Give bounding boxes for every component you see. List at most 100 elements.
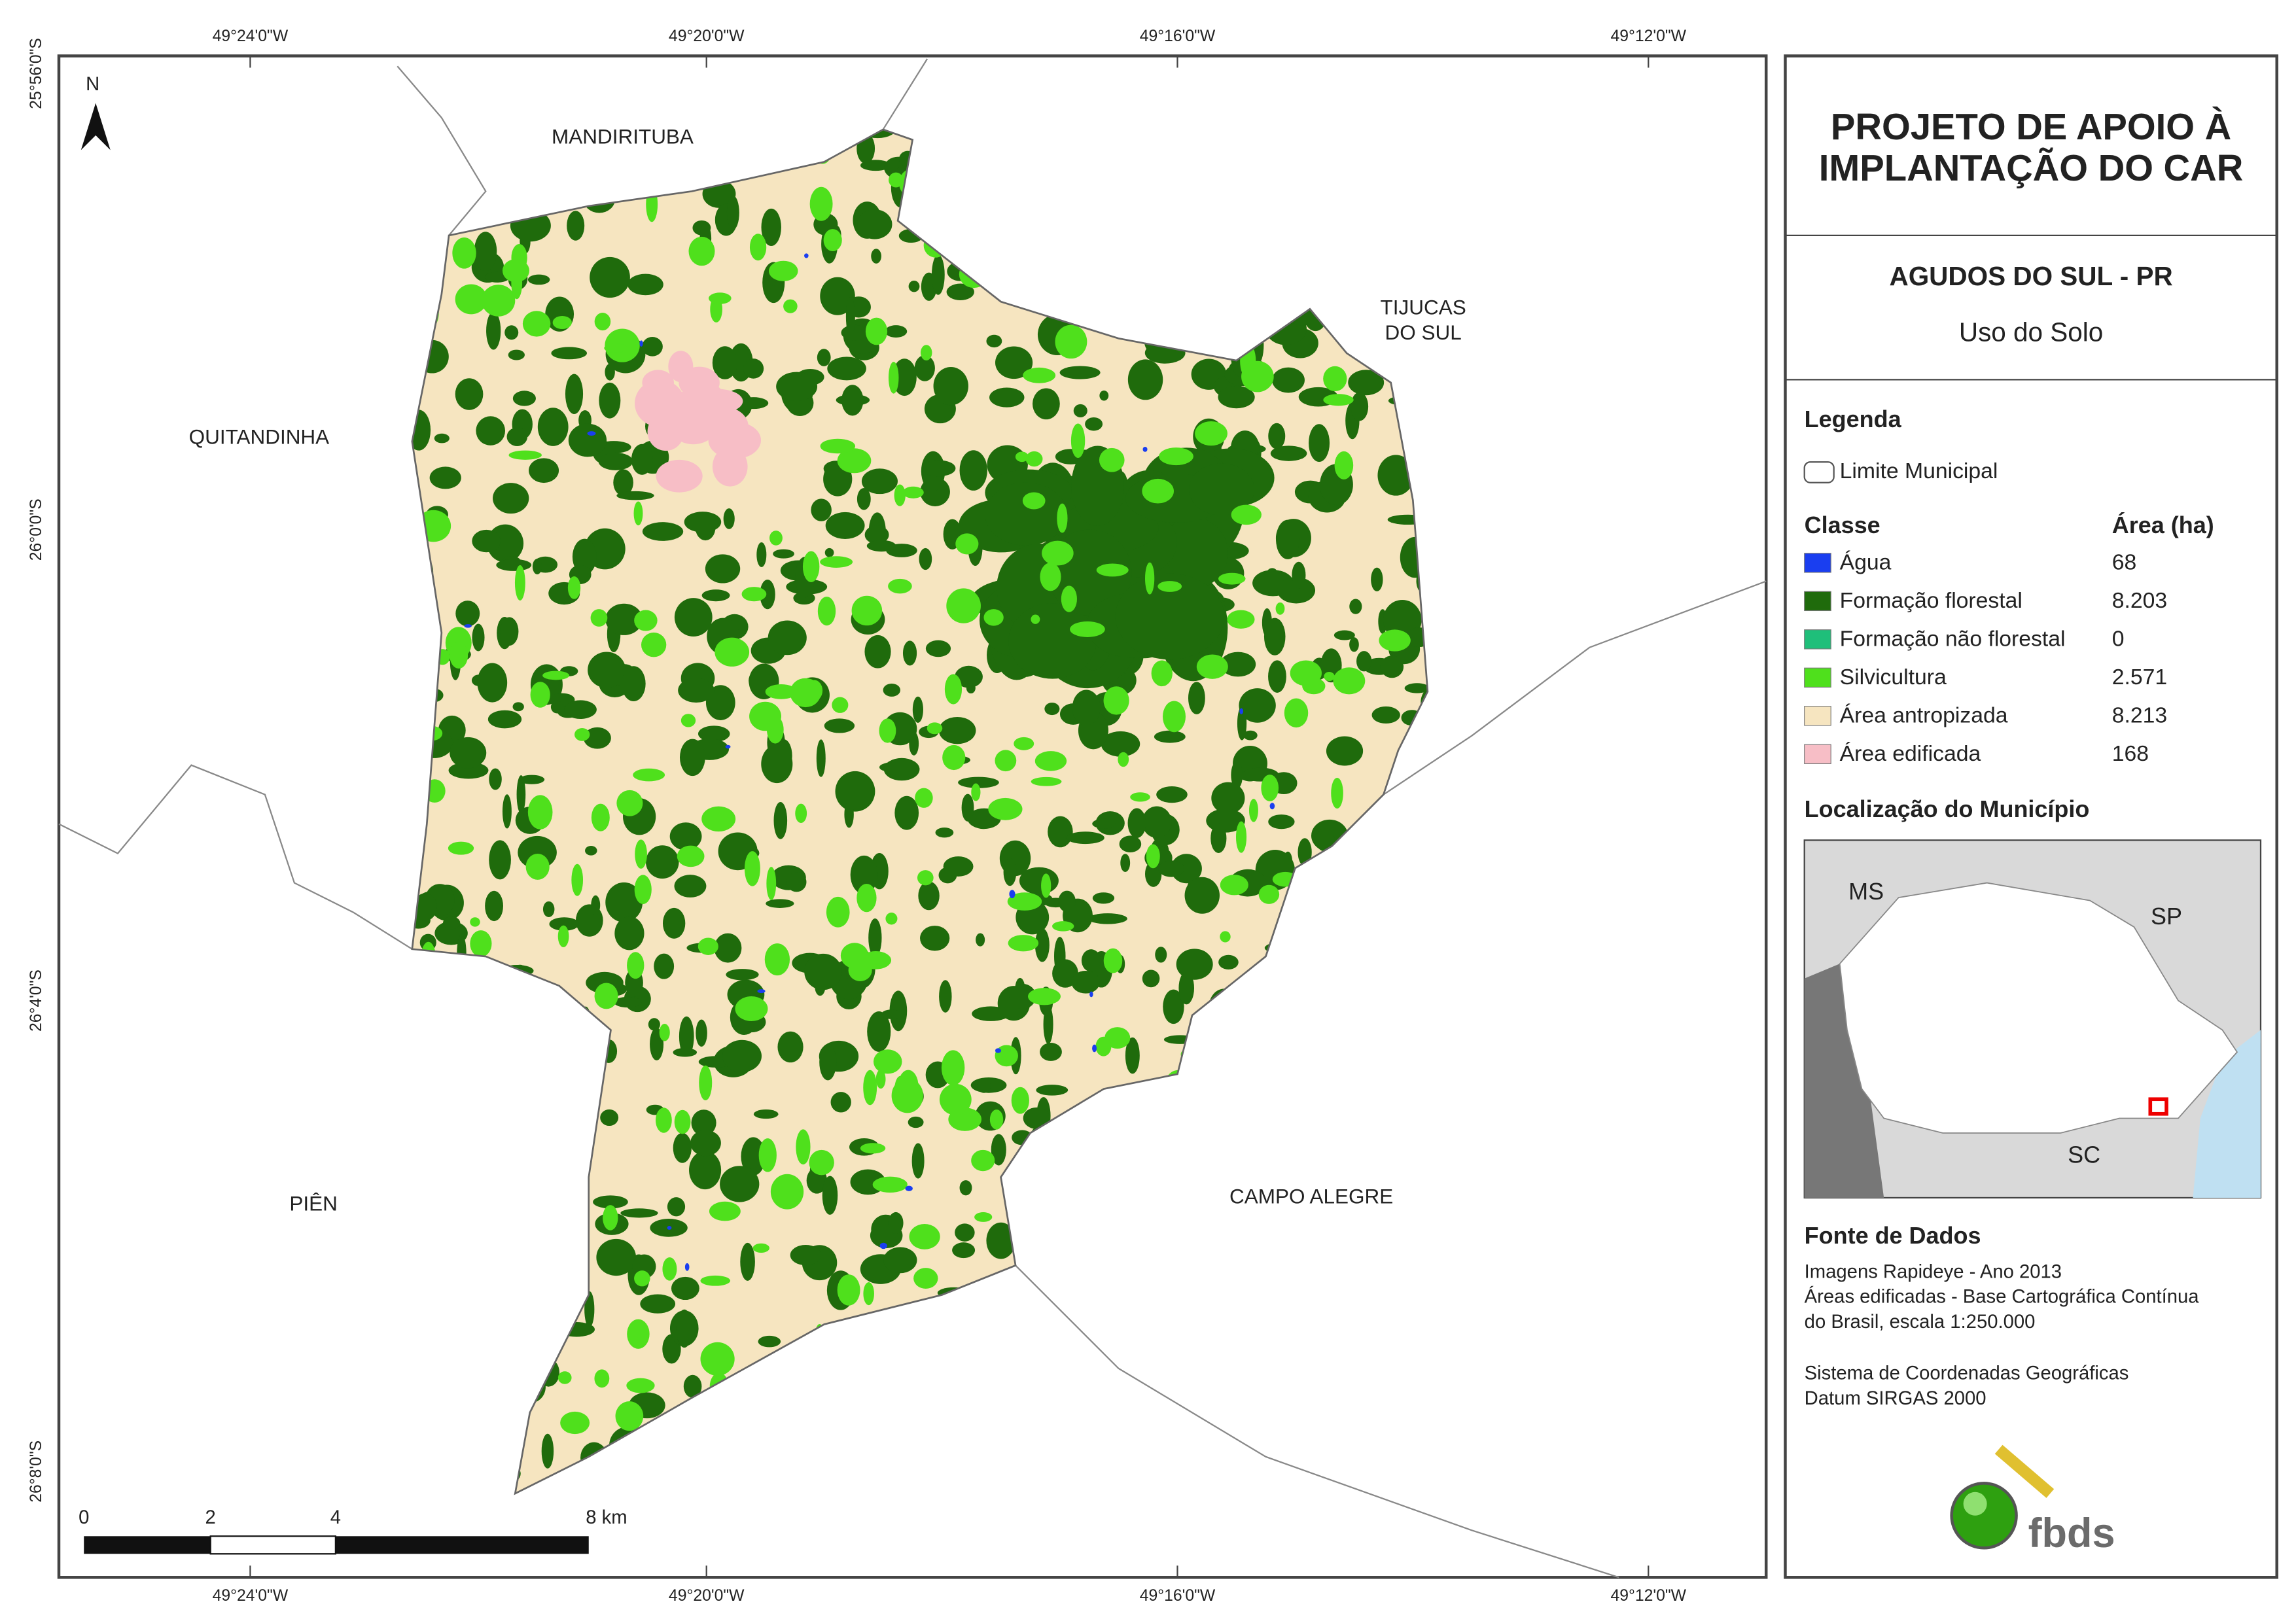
land-use-patch	[931, 254, 945, 295]
land-use-patch	[557, 1371, 572, 1384]
north-arrow: N	[80, 74, 111, 150]
land-use-patch	[482, 285, 516, 317]
land-use-patch	[684, 512, 722, 532]
land-use-patch	[443, 916, 461, 930]
land-use-patch	[640, 1294, 676, 1314]
land-use-patch	[1031, 614, 1040, 624]
land-use-patch	[1156, 786, 1188, 803]
land-use-patch	[1184, 877, 1220, 914]
land-use-patch	[927, 722, 943, 735]
land-use-patch	[983, 609, 1004, 626]
land-use-patch	[857, 488, 871, 510]
land-use-patch	[811, 498, 832, 521]
land-use-patch	[879, 718, 896, 743]
land-use-patch	[986, 334, 1002, 348]
land-use-patch	[1324, 672, 1335, 681]
land-use-patch	[527, 795, 553, 829]
land-use-patch	[594, 983, 618, 1009]
land-use-patch	[1092, 818, 1116, 829]
land-use-patch	[1380, 655, 1404, 678]
land-use-patch	[966, 682, 976, 694]
land-use-patch	[885, 325, 908, 338]
land-use-patch	[1070, 621, 1105, 637]
land-use-patch	[1290, 660, 1322, 686]
land-use-patch	[946, 283, 974, 300]
land-use-patch	[1218, 572, 1246, 585]
land-use-patch	[753, 1109, 779, 1119]
scale-label: 0	[79, 1507, 89, 1528]
land-use-patch	[952, 1242, 976, 1259]
land-use-patch	[1211, 782, 1245, 814]
land-use-patch	[770, 1174, 804, 1210]
land-use-patch	[512, 391, 536, 406]
land-use-patch	[863, 1070, 877, 1106]
land-use-patch	[667, 1197, 686, 1217]
land-use-patch	[1003, 858, 1017, 886]
land-use-patch	[627, 273, 663, 296]
source-line: Imagens Rapideye - Ano 2013	[1805, 1261, 2062, 1282]
land-use-patch	[551, 347, 587, 360]
land-use-patch	[487, 710, 522, 729]
land-use-patch	[761, 208, 781, 247]
land-use-patch	[919, 548, 932, 570]
side-panel	[1784, 54, 2278, 1579]
inset-label: MS	[1848, 878, 1884, 905]
land-use-patch	[598, 452, 633, 470]
land-use-patch	[1103, 948, 1123, 973]
land-use-patch	[885, 913, 898, 925]
land-use-patch	[920, 926, 950, 951]
land-use-patch	[530, 682, 550, 708]
land-use-patch	[790, 678, 821, 708]
land-use-patch	[902, 640, 917, 666]
land-use-patch	[500, 617, 519, 646]
land-use-patch	[522, 311, 551, 337]
land-use-patch	[1058, 890, 1076, 913]
land-use-patch	[827, 357, 866, 381]
land-use-patch	[1371, 567, 1383, 592]
land-use-patch	[1243, 730, 1258, 741]
land-use-patch	[1052, 921, 1074, 932]
land-use-patch	[470, 930, 492, 957]
land-use-patch	[1059, 366, 1101, 379]
land-use-patch	[825, 512, 865, 539]
land-use-patch	[720, 1166, 760, 1202]
land-use-patch	[564, 700, 597, 719]
land-use-patch	[1210, 823, 1227, 853]
land-use-patch	[1269, 803, 1275, 810]
land-use-patch	[1162, 701, 1186, 733]
land-use-patch	[684, 1263, 690, 1271]
land-use-patch	[743, 358, 764, 379]
land-use-patch	[571, 864, 584, 896]
land-use-patch	[1326, 736, 1364, 766]
lat-tick-label: 26°8'0"S	[27, 1440, 45, 1503]
land-use-patch	[744, 851, 760, 886]
land-use-patch	[864, 635, 891, 669]
land-use-patch	[817, 597, 836, 626]
land-use-patch	[844, 801, 854, 828]
title: PROJETO DE APOIO À	[1831, 106, 2231, 147]
land-use-patch	[519, 775, 545, 784]
land-use-patch	[756, 542, 767, 567]
land-use-patch	[455, 601, 480, 627]
north-label: N	[86, 74, 99, 95]
land-use-patch	[655, 1108, 672, 1133]
land-use-patch	[1231, 504, 1262, 525]
land-use-patch	[567, 576, 581, 599]
class-name: Formação não florestal	[1840, 626, 2066, 651]
land-use-patch	[669, 822, 702, 850]
land-use-patch	[864, 525, 889, 544]
class-swatch	[1804, 744, 1831, 764]
class-swatch	[1804, 706, 1831, 726]
land-use-patch	[641, 632, 667, 657]
land-use-patch	[917, 870, 934, 886]
land-use-patch	[1298, 838, 1312, 867]
land-use-patch	[1371, 706, 1400, 724]
land-use-patch	[757, 989, 766, 994]
land-use-patch	[773, 801, 788, 839]
land-use-patch	[1119, 835, 1142, 853]
land-use-patch	[1118, 752, 1129, 767]
land-use-patch	[958, 777, 999, 788]
land-use-patch	[935, 828, 954, 838]
land-use-patch	[1066, 831, 1104, 845]
land-use-patch	[723, 508, 735, 529]
